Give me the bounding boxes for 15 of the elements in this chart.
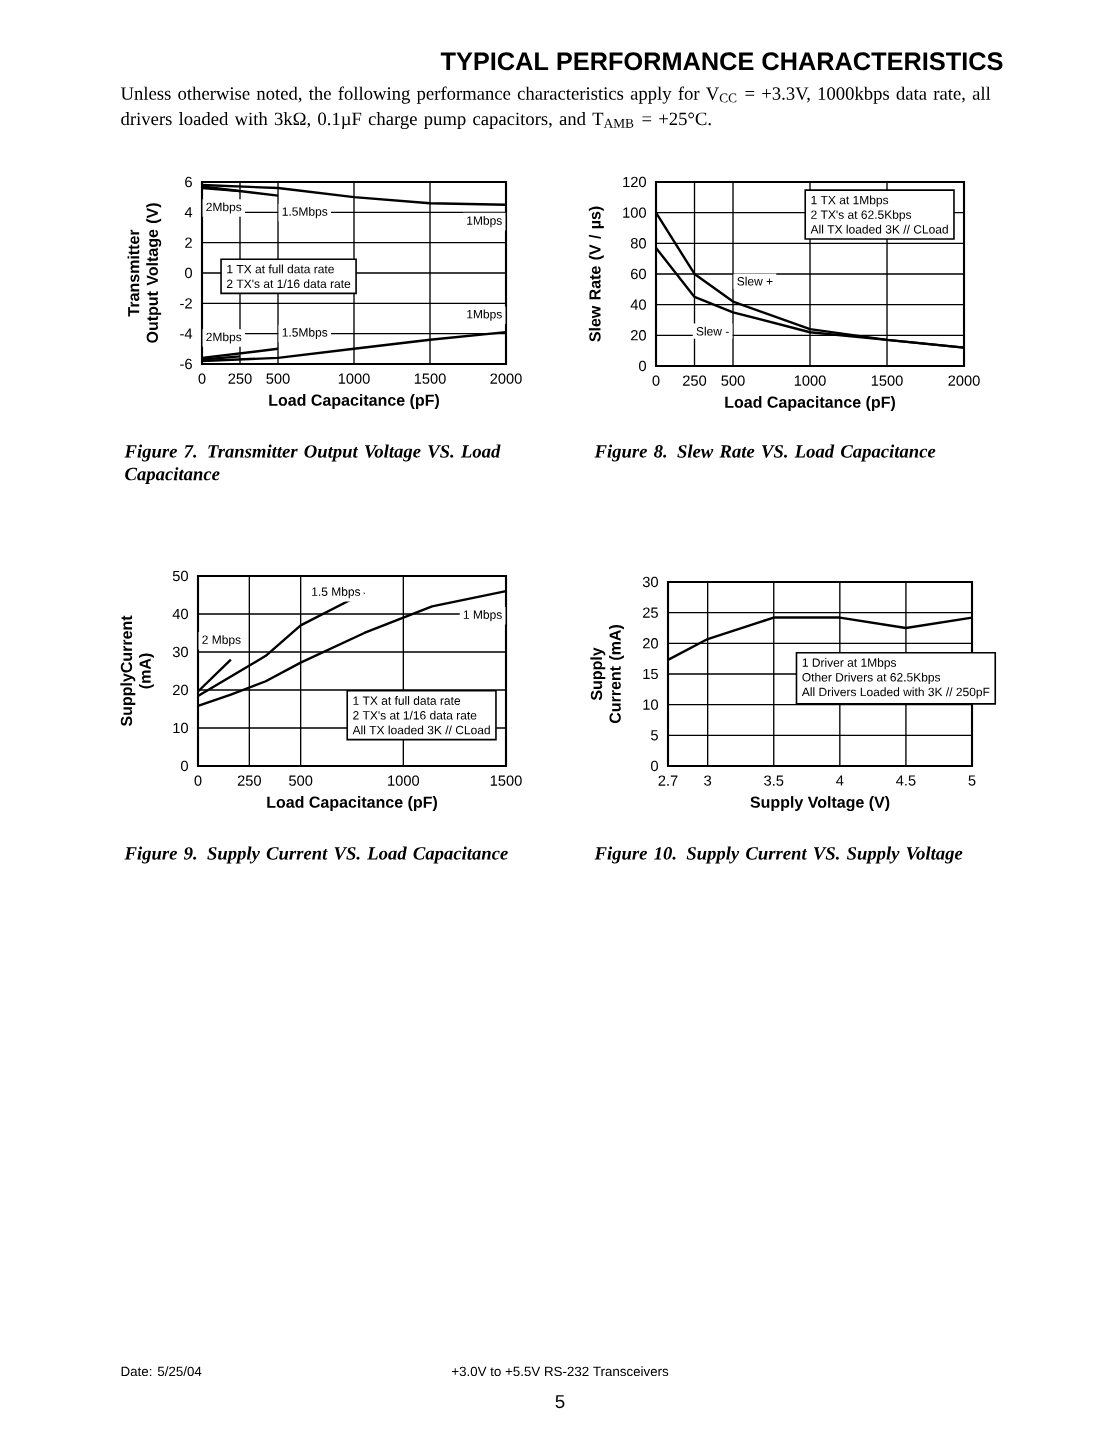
y-axis-title: Supply Current (mA) [590, 625, 624, 724]
caption: Figure 9. Supply Current VS. Load Capacitance [124, 846, 508, 864]
text: 5 [555, 1395, 565, 1409]
y-axis-title: SupplyCurrent (mA) [120, 615, 154, 727]
caption: Figure 10. Supply Current VS. Supply Voltage [594, 846, 963, 864]
caption: Figure 8. Slew Rate VS. Load Capacitance [594, 444, 936, 462]
x-axis-title: Load Capacitance (pF) [267, 796, 437, 811]
text: TYPICAL PERFORMANCE CHARACTERISTICS [440, 52, 1003, 71]
x-axis-title: Load Capacitance (pF) [269, 394, 439, 409]
x-axis-title: Supply Voltage (V) [750, 796, 890, 812]
text: Unless otherwise noted, the following performance characteristics apply for V$_{CC}$ = +3.3V, 1000kbps data rate, all drivers loaded with 3kΩ, 0.1µF charge pump capacitors, and T$_{AMB}$ = +25°C. [120, 86, 991, 129]
y-axis-title: Slew Rate (V / µs) [588, 206, 604, 342]
y-axis-title: Transmitter Output Voltage (V) [127, 203, 162, 343]
caption: Figure 7. Transmitter Output Voltage VS. Load Capacitance [124, 444, 501, 485]
x-axis-title: Load Capacitance (pF) [725, 396, 895, 411]
